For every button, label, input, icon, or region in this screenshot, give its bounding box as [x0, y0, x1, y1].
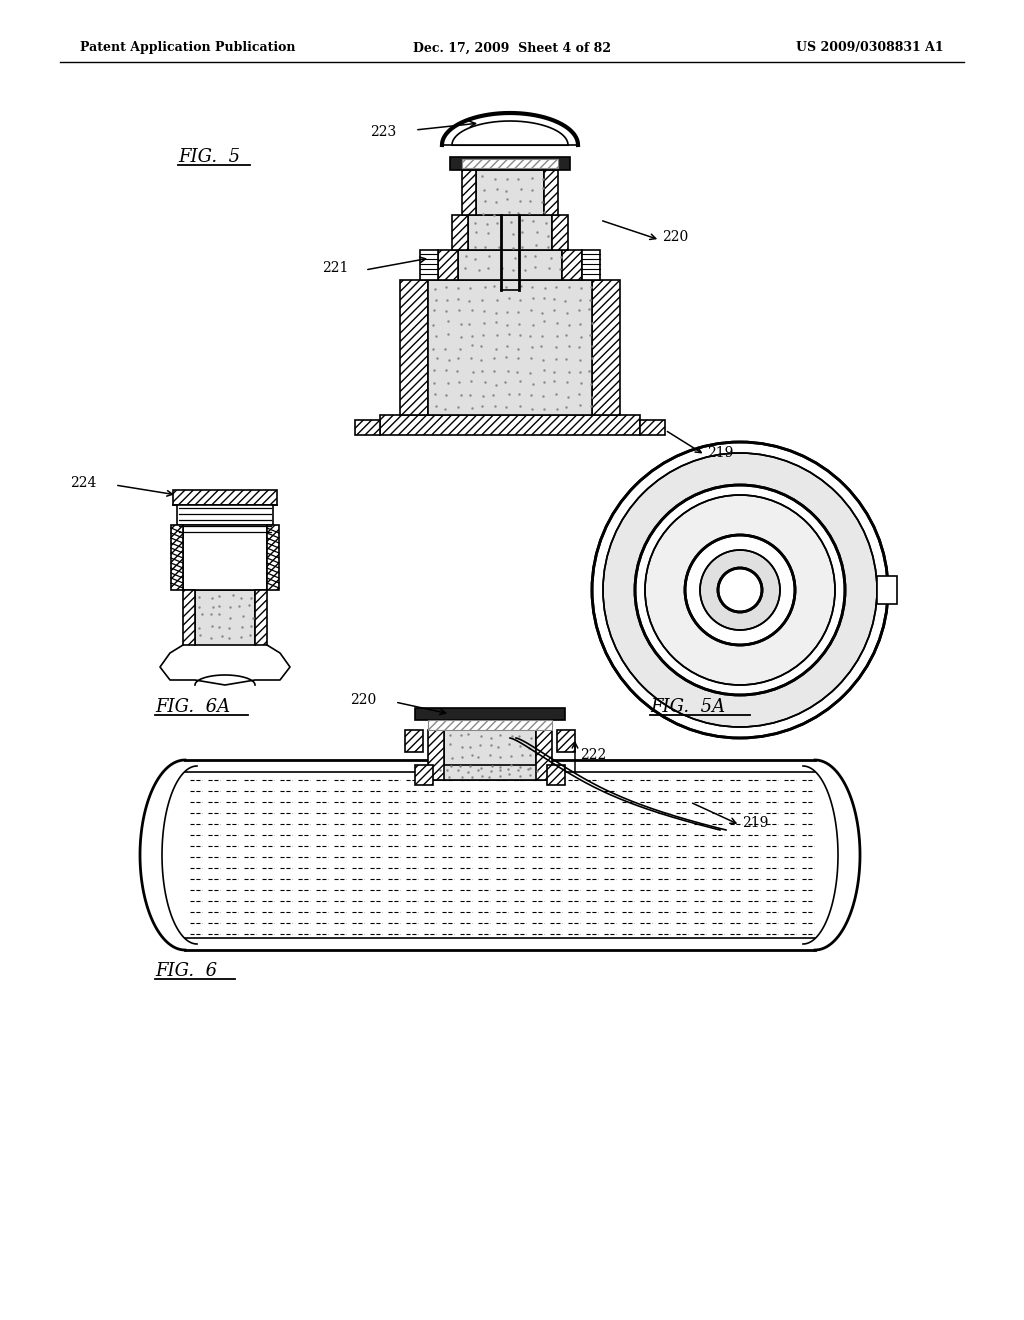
Bar — [582, 249, 600, 280]
Bar — [255, 590, 267, 645]
Text: Patent Application Publication: Patent Application Publication — [80, 41, 296, 54]
Bar — [267, 525, 279, 590]
Text: 219: 219 — [742, 816, 768, 830]
Text: 220: 220 — [662, 230, 688, 244]
Text: FIG.  5A: FIG. 5A — [650, 698, 725, 715]
Text: 224: 224 — [70, 477, 96, 490]
Bar — [438, 249, 458, 280]
Text: FIG.  5: FIG. 5 — [178, 148, 240, 166]
Bar — [173, 490, 278, 506]
Bar — [557, 730, 575, 752]
Polygon shape — [685, 535, 795, 645]
Bar — [562, 249, 582, 280]
Text: FIG.  6A: FIG. 6A — [155, 698, 230, 715]
Bar — [476, 170, 544, 215]
Bar — [355, 420, 380, 436]
Bar — [444, 730, 536, 780]
Bar — [547, 766, 565, 785]
Bar — [640, 420, 665, 436]
Bar — [183, 590, 195, 645]
Polygon shape — [603, 453, 877, 727]
Bar — [195, 590, 255, 645]
Bar — [552, 215, 568, 249]
Bar — [428, 730, 444, 780]
Bar — [171, 525, 183, 590]
Bar — [462, 158, 558, 168]
Text: 223: 223 — [370, 125, 396, 139]
Bar — [428, 280, 592, 414]
Bar — [536, 730, 552, 780]
Text: US 2009/0308831 A1: US 2009/0308831 A1 — [797, 41, 944, 54]
Text: Dec. 17, 2009  Sheet 4 of 82: Dec. 17, 2009 Sheet 4 of 82 — [413, 41, 611, 54]
Bar — [462, 170, 476, 215]
Bar — [452, 215, 468, 249]
Polygon shape — [645, 495, 835, 685]
Bar — [428, 719, 552, 730]
Text: FIG.  6: FIG. 6 — [155, 962, 217, 979]
Bar — [406, 730, 423, 752]
Text: 219: 219 — [707, 446, 733, 459]
Text: 221: 221 — [322, 261, 348, 275]
Bar — [380, 414, 640, 436]
Bar — [433, 766, 547, 780]
Polygon shape — [700, 550, 780, 630]
Polygon shape — [635, 484, 845, 696]
Bar — [592, 280, 620, 414]
Bar — [415, 708, 565, 719]
Bar — [415, 766, 433, 785]
Bar — [877, 576, 897, 605]
Bar — [420, 249, 438, 280]
Text: 222: 222 — [580, 748, 606, 762]
Bar — [177, 506, 273, 525]
Bar — [450, 157, 570, 170]
Bar — [468, 215, 552, 249]
Text: 220: 220 — [350, 693, 376, 708]
Polygon shape — [592, 442, 888, 738]
Bar — [458, 249, 562, 280]
Bar — [400, 280, 428, 414]
Bar — [544, 170, 558, 215]
Bar — [183, 525, 267, 590]
